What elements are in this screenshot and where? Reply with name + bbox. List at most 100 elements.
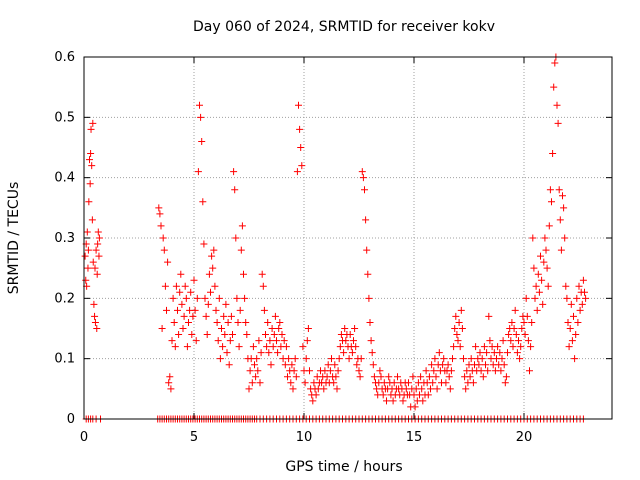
- data-point: [238, 222, 246, 230]
- data-point: [158, 325, 166, 332]
- data-point: [299, 343, 307, 351]
- data-point: [275, 325, 283, 332]
- data-point: [292, 373, 300, 381]
- data-point: [533, 306, 541, 314]
- data-point: [269, 343, 277, 351]
- data-point: [485, 312, 493, 320]
- data-point: [249, 343, 257, 351]
- data-point: [369, 361, 377, 369]
- data-point: [298, 162, 306, 170]
- data-point: [84, 264, 92, 272]
- data-point: [359, 174, 367, 182]
- data-point: [185, 318, 192, 326]
- data-point: [256, 379, 264, 387]
- data-point: [553, 101, 561, 109]
- data-point: [169, 294, 177, 302]
- data-point: [377, 373, 385, 381]
- data-point: [171, 343, 179, 351]
- data-point: [168, 337, 176, 345]
- data-point: [332, 373, 340, 381]
- data-point: [293, 168, 301, 176]
- data-point: [183, 343, 191, 351]
- x-axis-title: GPS time / hours: [285, 459, 402, 475]
- data-point: [233, 294, 241, 302]
- data-point: [385, 373, 393, 381]
- data-point: [242, 318, 250, 326]
- data-point: [335, 355, 343, 363]
- data-point: [505, 331, 513, 339]
- data-point: [231, 186, 239, 194]
- data-point: [246, 367, 254, 375]
- data-point: [527, 343, 535, 351]
- data-point: [190, 276, 198, 284]
- data-point: [411, 403, 419, 411]
- data-point: [429, 379, 437, 387]
- data-point: [284, 373, 291, 381]
- data-point: [205, 270, 213, 278]
- data-point: [309, 397, 317, 405]
- data-point: [267, 361, 275, 369]
- data-point: [508, 318, 516, 326]
- data-point: [475, 361, 483, 369]
- data-point: [271, 312, 279, 320]
- data-point: [531, 294, 539, 302]
- data-point: [180, 312, 188, 320]
- data-point: [342, 337, 350, 345]
- data-point: [88, 162, 96, 170]
- data-point: [92, 246, 100, 254]
- data-point: [431, 355, 439, 363]
- data-point: [445, 373, 453, 381]
- data-point: [203, 331, 211, 339]
- data-point: [511, 306, 519, 314]
- data-point: [427, 385, 434, 393]
- data-point: [442, 379, 450, 387]
- data-point: [480, 343, 488, 351]
- y-tick-label: 0.3: [54, 231, 75, 246]
- data-point: [554, 119, 562, 127]
- axis-ticks: 0 5 10 15 20 0 0.1 0.2 0.3 0.4 0.5 0.6: [54, 50, 612, 445]
- data-point: [454, 337, 462, 345]
- data-point: [161, 282, 169, 290]
- data-point: [567, 300, 575, 308]
- data-point: [163, 306, 170, 314]
- data-point: [394, 373, 401, 381]
- data-point: [89, 119, 97, 127]
- data-point: [328, 355, 335, 363]
- data-point: [236, 306, 244, 314]
- data-point: [274, 349, 282, 357]
- data-point: [571, 355, 579, 363]
- data-point: [87, 150, 95, 158]
- x-tick-label: 10: [296, 430, 313, 445]
- data-point: [365, 294, 373, 302]
- data-point: [156, 210, 164, 218]
- y-tick-label: 0.2: [54, 291, 75, 306]
- data-point: [515, 337, 522, 345]
- data-point: [528, 318, 536, 326]
- data-point: [306, 367, 313, 375]
- data-point: [187, 288, 195, 296]
- data-point: [218, 325, 225, 332]
- data-point: [546, 186, 554, 194]
- data-point: [280, 337, 288, 345]
- data-point: [172, 282, 180, 290]
- data-point: [202, 312, 210, 320]
- data-point: [501, 379, 509, 387]
- data-point: [548, 198, 555, 206]
- data-point: [557, 246, 565, 254]
- data-point: [198, 137, 206, 145]
- data-point: [278, 331, 286, 339]
- data-point: [348, 349, 356, 357]
- data-point: [262, 331, 269, 339]
- data-point: [550, 83, 558, 91]
- data-point: [529, 234, 537, 242]
- data-point: [561, 234, 569, 242]
- data-point: [566, 325, 574, 332]
- data-point: [453, 331, 461, 339]
- data-point: [363, 246, 371, 254]
- data-point: [91, 312, 99, 320]
- data-point: [86, 156, 93, 164]
- data-point: [523, 312, 531, 320]
- data-point: [177, 270, 185, 278]
- data-point: [166, 373, 174, 381]
- data-point: [93, 270, 101, 278]
